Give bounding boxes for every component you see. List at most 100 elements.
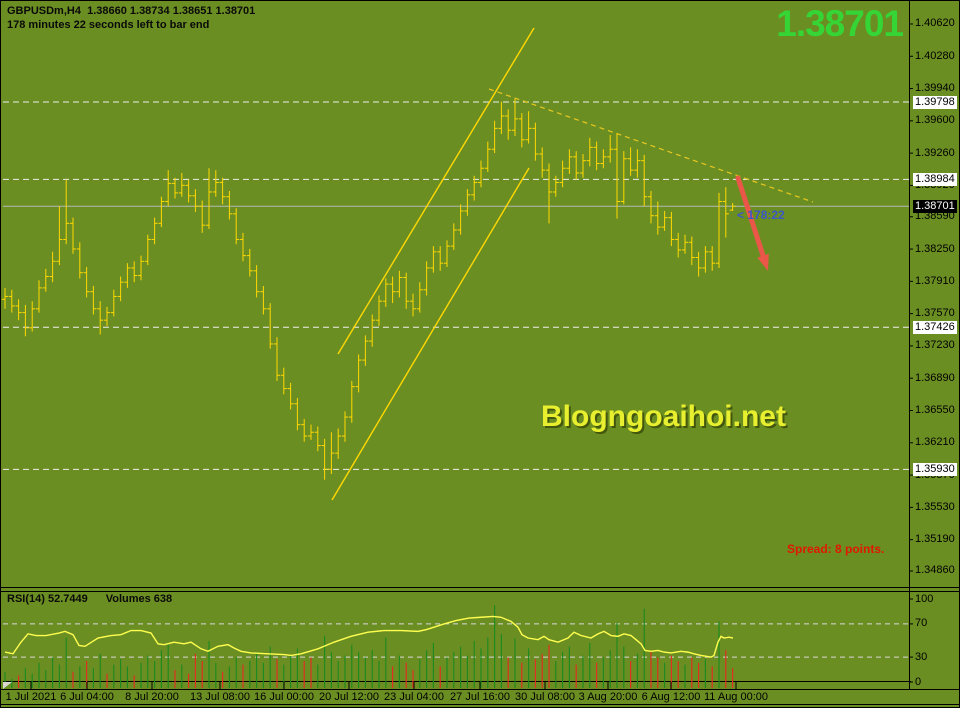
ohlc-bar: [63, 179, 70, 245]
spread-label: Spread: 8 points.: [787, 542, 885, 556]
ohlc-bar: [396, 270, 403, 298]
ohlc-bar: [423, 261, 430, 296]
watermark: Blogngoaihoi.net: [541, 400, 786, 433]
trendline-channel-right[interactable]: [331, 167, 530, 501]
ohlc-bar: [90, 285, 97, 315]
ohlc-bar: [600, 149, 607, 169]
ohlc-bar: [641, 154, 648, 207]
ohlc-bar: [566, 149, 573, 174]
price-axis-label: 1.35530: [915, 500, 955, 513]
ohlc-bar: [484, 141, 491, 173]
ohlc-bar: [321, 438, 328, 480]
ohlc-bar: [22, 304, 29, 337]
ohlc-bar: [620, 151, 627, 205]
ohlc-bar: [586, 137, 593, 167]
ohlc-bar: [682, 234, 688, 254]
ohlc-bar: [525, 111, 532, 144]
ohlc-bar: [552, 175, 559, 197]
time-axis-label: 27 Jul 16:00: [450, 691, 510, 703]
ohlc-bar: [688, 236, 695, 266]
ohlc-bar: [185, 179, 192, 203]
ohlc-bar: [430, 246, 437, 273]
ohlc-bar: [172, 177, 178, 199]
trendline-descending-resistance[interactable]: [488, 88, 814, 203]
ohlc-bar: [124, 263, 131, 288]
price-axis-label: 1.39940: [915, 82, 955, 95]
rsi-axis-label: 70: [915, 617, 928, 630]
rsi-value-label: RSI(14) 52.7449: [7, 593, 88, 605]
ohlc-bar: [226, 191, 233, 220]
ohlc-bar: [702, 246, 709, 273]
symbol-ohlc-header: GBPUSDm,H4 1.38660 1.38734 1.38651 1.387…: [7, 5, 256, 17]
price-axis-label: 1.38590: [915, 210, 955, 223]
ohlc-bar: [382, 278, 389, 307]
ohlc-bar: [240, 232, 246, 262]
ohlc-bar: [15, 299, 22, 321]
ohlc-bar: [389, 276, 396, 304]
ohlc-bar: [294, 398, 301, 431]
ohlc-bar: [301, 418, 308, 442]
ohlc-bar: [178, 172, 185, 197]
ohlc-bar: [722, 187, 729, 238]
price-axis-label: 1.39260: [915, 146, 955, 159]
ohlc-bar: [505, 109, 512, 140]
ohlc-bar: [165, 170, 172, 207]
ohlc-bar: [138, 255, 144, 281]
price-axis-label: 1.37910: [915, 274, 955, 287]
ohlc-bar: [532, 122, 539, 161]
rsi-axis-label: 100: [915, 592, 934, 605]
ohlc-bar: [76, 242, 83, 279]
ohlc-bar: [144, 234, 151, 266]
ohlc-bar: [661, 210, 668, 231]
ohlc-bar: [308, 424, 314, 440]
time-axis[interactable]: 1 Jul 2021 6 Jul 04:00 8 Jul 20:00 13 Jul 0…: [1, 689, 909, 705]
ohlc-bar: [260, 285, 267, 315]
ohlc-bar: [478, 160, 484, 188]
ohlc-bar: [274, 337, 280, 381]
rsi-indicator-label: RSI(14) 52.7449 Volumes 638: [7, 593, 190, 605]
rsi-axis[interactable]: 100 70 30 0: [915, 1, 959, 689]
volumes-value-label: Volumes 638: [105, 593, 173, 605]
time-axis-label: 16 Jul 00:00: [254, 691, 314, 703]
time-axis-label: 20 Jul 12:00: [319, 691, 379, 703]
ohlc-bar: [117, 276, 124, 302]
ohlc-bar: [328, 432, 335, 475]
price-axis-highlight-label: 1.38701: [913, 199, 957, 213]
trend-arrow[interactable]: [735, 175, 767, 263]
ohlc-bar: [376, 295, 382, 326]
price-axis-label: 1.38250: [915, 242, 955, 255]
ohlc-bar: [335, 428, 342, 459]
ohlc-bar: [573, 151, 580, 180]
ohlc-bar: [56, 206, 63, 266]
ohlc-bar: [355, 354, 362, 393]
ohlc-bar: [233, 208, 240, 245]
ohlc-bar: [634, 149, 641, 178]
price-axis-highlight-label: 1.39798: [913, 95, 957, 109]
price-axis-label: 1.40280: [915, 49, 955, 62]
ohlc-bar: [491, 120, 498, 154]
rsi-line[interactable]: [4, 615, 734, 658]
ohlc-bar: [49, 251, 56, 283]
ohlc-bar: [648, 191, 654, 224]
price-axis-label: 1.36210: [915, 436, 955, 449]
time-axis-label: 11 Aug 00:00: [703, 691, 769, 703]
time-axis-label: 13 Jul 08:00: [190, 691, 250, 703]
ohlc-bar: [416, 282, 423, 313]
ohlc-bar: [70, 217, 76, 254]
ohlc-bar: [369, 314, 376, 347]
rsi-axis-label: 30: [915, 650, 928, 663]
ohlc-bar: [668, 211, 675, 247]
ohlc-bar: [444, 240, 450, 268]
trend-arrow-head[interactable]: [757, 253, 769, 271]
price-axis[interactable]: 1.40620 1.40280 1.39940 1.39600 1.39260 1.389…: [909, 1, 959, 689]
ohlc-bar: [403, 272, 410, 309]
ohlc-bar: [131, 261, 138, 283]
price-axis-label: 1.40620: [915, 17, 955, 30]
ohlc-bar: [498, 101, 505, 135]
trendline-channel-left[interactable]: [337, 27, 535, 355]
ohlc-bar: [246, 248, 253, 277]
ohlc-bar: [348, 380, 355, 423]
price-axis-label: 1.36890: [915, 371, 955, 384]
